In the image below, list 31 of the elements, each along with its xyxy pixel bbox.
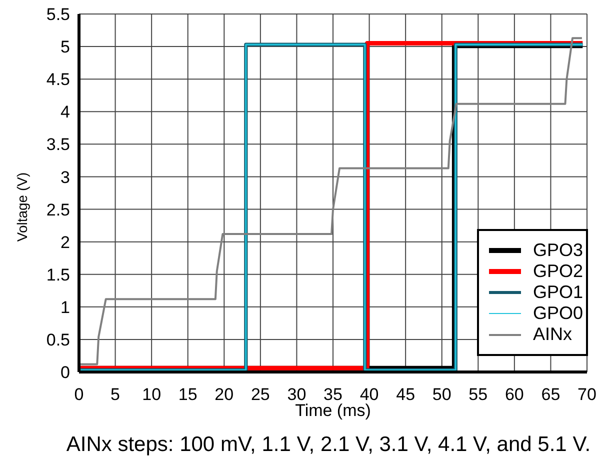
y-axis-title: Voltage (V) (14, 172, 30, 242)
y-tick-label: 3 (60, 168, 70, 187)
y-tick-label: 2.5 (46, 200, 70, 220)
x-tick-label: 65 (541, 385, 560, 404)
legend-label: GPO2 (533, 261, 584, 282)
y-tick-label: 2 (60, 232, 70, 252)
x-tick-label: 55 (468, 385, 488, 404)
y-tick-label: 5.5 (46, 5, 70, 24)
y-tick-label: 4 (60, 102, 70, 122)
x-tick-label: 50 (432, 385, 452, 404)
legend-label: GPO1 (533, 282, 584, 303)
legend-label: AINx (533, 324, 572, 345)
x-tick-label: 60 (504, 385, 524, 404)
y-tick-label: 3.5 (46, 135, 70, 154)
y-tick-label: 1.5 (46, 265, 70, 284)
y-tick-label: 0 (60, 363, 70, 382)
x-tick-label: 25 (250, 385, 270, 404)
x-tick-label: 0 (74, 385, 84, 404)
x-tick-label: 20 (214, 385, 234, 404)
y-tick-label: 1 (60, 298, 70, 317)
x-tick-label: 45 (396, 385, 416, 404)
legend-label: GPO0 (533, 303, 584, 324)
y-tick-label: 4.5 (46, 70, 70, 90)
x-tick-label: 5 (110, 385, 120, 404)
text: AINx steps: 100 mV, 1.1 V, 2.1 V, 3.1 V, 4.1 V, and 5.1 V. (65, 433, 592, 457)
y-tick-label: 0.5 (46, 330, 70, 350)
x-tick-label: 15 (178, 385, 198, 404)
y-tick-label: 5 (60, 38, 70, 57)
x-tick-label: 70 (578, 385, 596, 404)
legend-label: GPO3 (533, 240, 584, 261)
x-tick-label: 10 (142, 385, 162, 404)
